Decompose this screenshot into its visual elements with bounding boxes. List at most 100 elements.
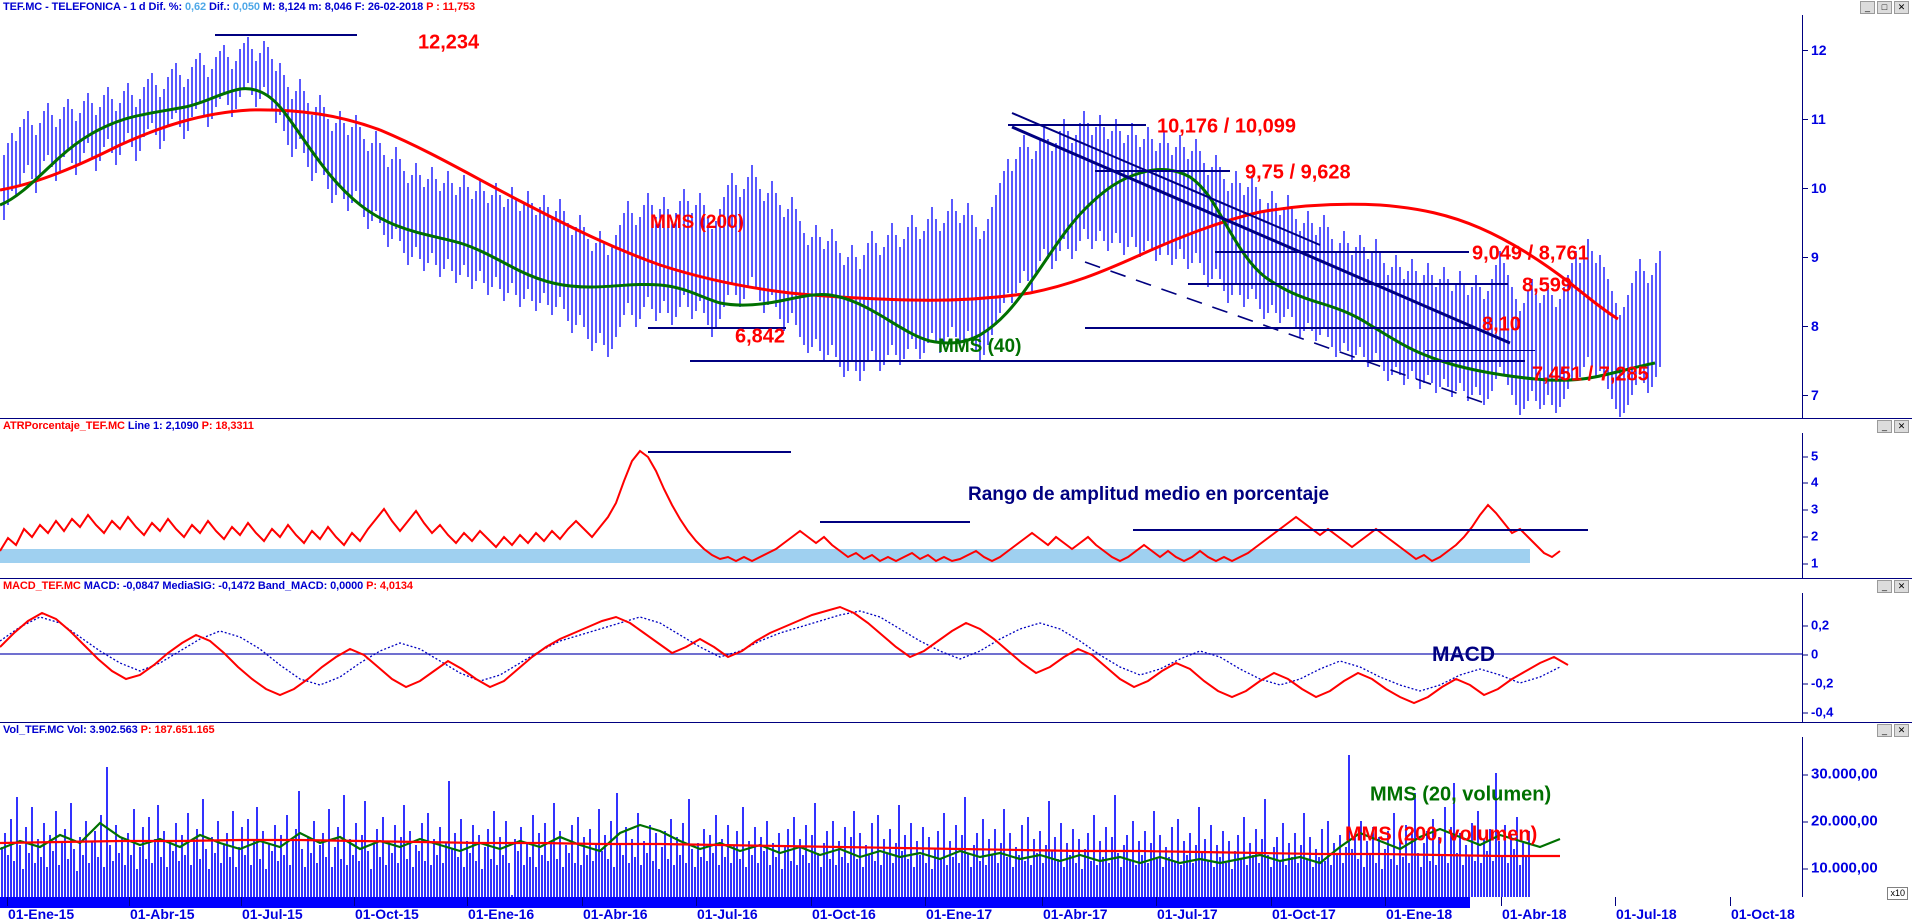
atr-window-controls[interactable]: _ ✕ — [1877, 420, 1909, 433]
macd-ytick-0: 0 — [1802, 646, 1819, 662]
annotation-6842: 6,842 — [735, 325, 786, 348]
macd-panel: MACD_TEF.MC MACD: -0,0847 MediaSIG: -0,1… — [0, 578, 1912, 722]
xtick-14: 01-Jul-18 — [1615, 897, 1677, 922]
y-axis-multiplier-badge: x10 — [1887, 887, 1908, 900]
x-axis-data-range-band — [0, 897, 1470, 908]
xtick-6: 01-Jul-16 — [696, 897, 758, 922]
volume-ytick-30000: 30.000,00 — [1803, 765, 1878, 783]
price-header-text: TEF.MC - TELEFONICA - 1 d Dif. %: 0,62 D… — [3, 1, 475, 13]
level-line-7451 — [690, 360, 1525, 362]
annotation-975: 9,75 / 9,628 — [1245, 161, 1351, 184]
price-ytick-12: 12 — [1803, 42, 1827, 58]
macd-window-controls[interactable]: _ ✕ — [1877, 580, 1909, 593]
atr-level-line-3 — [1133, 529, 1588, 531]
volume-last-label: P: — [140, 724, 152, 736]
macd-band-label: Band_MACD: — [257, 580, 328, 592]
date-label: F: — [354, 1, 365, 13]
macd-ytick-02: 0,2 — [1802, 617, 1830, 633]
macd-panel-header: MACD_TEF.MC MACD: -0,0847 MediaSIG: -0,1… — [0, 578, 1912, 593]
price-timeframe: 1 d — [129, 1, 146, 13]
macd-ytick-m02: -0,2 — [1802, 675, 1834, 691]
level-line-9049 — [1215, 251, 1469, 253]
minimize-icon[interactable]: _ — [1877, 420, 1892, 433]
diff-label: Dif.: — [209, 1, 230, 13]
trend-lines — [1011, 112, 1511, 406]
xtick-15: 01-Oct-18 — [1730, 897, 1795, 922]
level-line-8599 — [1188, 283, 1508, 285]
min-value: 8,046 — [324, 1, 352, 13]
main-downtrend-line — [1011, 125, 1511, 345]
close-icon[interactable]: ✕ — [1894, 580, 1909, 593]
macd-chart-svg — [0, 605, 1802, 705]
atr-panel-header: ATRPorcentaje_TEF.MC Line 1: 2,1090 P: 1… — [0, 418, 1912, 433]
volume-mms20-line — [0, 821, 1561, 865]
diff-pct-value: 0,62 — [185, 1, 207, 13]
macd-last-label: P: — [366, 580, 377, 592]
price-symbol: TEF.MC - TELEFONICA - — [3, 1, 127, 13]
atr-last-label: P: — [201, 420, 213, 432]
volume-chart-svg — [0, 755, 1561, 897]
maximize-icon[interactable]: □ — [1877, 1, 1892, 14]
volume-ytick-10000: 10.000,00 — [1803, 859, 1878, 877]
volume-mms200-line — [0, 838, 1560, 858]
xtick-12: 01-Ene-18 — [1384, 897, 1453, 922]
price-plot-area[interactable]: 12,234 6,842 10,176 / 10,099 9,75 / 9,62… — [0, 15, 1802, 418]
annotation-10176: 10,176 / 10,099 — [1157, 115, 1297, 138]
xtick-7: 01-Oct-16 — [811, 897, 876, 922]
volume-indicator-name: Vol_TEF.MC — [3, 724, 65, 736]
macd-label: MACD: — [83, 580, 120, 592]
atr-line — [0, 449, 1561, 563]
volume-header-text: Vol_TEF.MC Vol: 3.902.563 P: 187.651.165 — [3, 724, 215, 736]
atr-ytick-3: 3 — [1802, 501, 1819, 517]
macd-header-text: MACD_TEF.MC MACD: -0,0847 MediaSIG: -0,1… — [3, 580, 413, 592]
volume-y-axis: 30.000,00 20.000,00 10.000,00 — [1802, 737, 1912, 897]
xtick-8: 01-Ene-17 — [924, 897, 993, 922]
mms40-label: MMS (40) — [938, 336, 1022, 357]
watermark: www.visualchart.com — [75, 415, 241, 418]
xtick-3: 01-Oct-15 — [354, 897, 419, 922]
annotation-8599: 8,599 — [1522, 274, 1573, 297]
level-line-810 — [1085, 327, 1477, 329]
x-axis[interactable]: 01-Ene-15 01-Abr-15 01-Jul-15 01-Oct-15 … — [0, 887, 1912, 922]
atr-highlight-band — [0, 549, 1530, 563]
xtick-4: 01-Ene-16 — [466, 897, 535, 922]
atr-line-label: Line 1: — [127, 420, 163, 432]
level-line-7451-upper — [1425, 350, 1535, 351]
xtick-9: 01-Abr-17 — [1042, 897, 1108, 922]
atr-last-value: 18,3311 — [215, 420, 254, 432]
volume-value: 3.902.563 — [89, 724, 138, 736]
atr-plot-area[interactable]: Rango de amplitud medio en porcentaje — [0, 433, 1802, 578]
mms200-label: MMS (200) — [650, 212, 744, 233]
close-icon[interactable]: ✕ — [1894, 724, 1909, 737]
close-icon[interactable]: ✕ — [1894, 1, 1909, 14]
xtick-13: 01-Abr-18 — [1501, 897, 1567, 922]
volume-window-controls[interactable]: _ ✕ — [1877, 724, 1909, 737]
macd-y-axis: 0,2 0 -0,2 -0,4 — [1802, 593, 1912, 722]
annotation-9049: 9,049 / 8,761 — [1472, 242, 1589, 265]
price-ytick-9: 9 — [1803, 249, 1819, 265]
level-line-975 — [1095, 170, 1230, 172]
minimize-icon[interactable]: _ — [1860, 1, 1875, 14]
diff-value: 0,050 — [232, 1, 260, 13]
minimize-icon[interactable]: _ — [1877, 724, 1892, 737]
volume-label: Vol: — [67, 724, 87, 736]
xtick-2: 01-Jul-15 — [241, 897, 303, 922]
price-y-axis: 12 11 10 9 8 7 — [1802, 15, 1912, 418]
macd-value: -0,0847 — [122, 580, 160, 592]
volume-panel-header: Vol_TEF.MC Vol: 3.902.563 P: 187.651.165… — [0, 722, 1912, 737]
macd-last-value: 4,0134 — [379, 580, 413, 592]
volume-bars — [1, 755, 1530, 897]
price-ytick-11: 11 — [1803, 111, 1826, 127]
atr-ytick-4: 4 — [1802, 474, 1819, 490]
macd-plot-area[interactable]: MACD — [0, 593, 1802, 722]
minimize-icon[interactable]: _ — [1877, 580, 1892, 593]
min-label: m: — [308, 1, 322, 13]
volume-mms20-label: MMS (20, volumen) — [1370, 783, 1552, 806]
volume-plot-area[interactable]: MMS (20, volumen) MMS (200, volumen) — [0, 737, 1802, 897]
close-icon[interactable]: ✕ — [1894, 420, 1909, 433]
macd-line — [0, 605, 1569, 705]
xtick-10: 01-Jul-17 — [1156, 897, 1218, 922]
price-window-controls[interactable]: _ □ ✕ — [1860, 1, 1909, 14]
atr-y-axis: 5 4 3 2 1 — [1802, 433, 1912, 578]
